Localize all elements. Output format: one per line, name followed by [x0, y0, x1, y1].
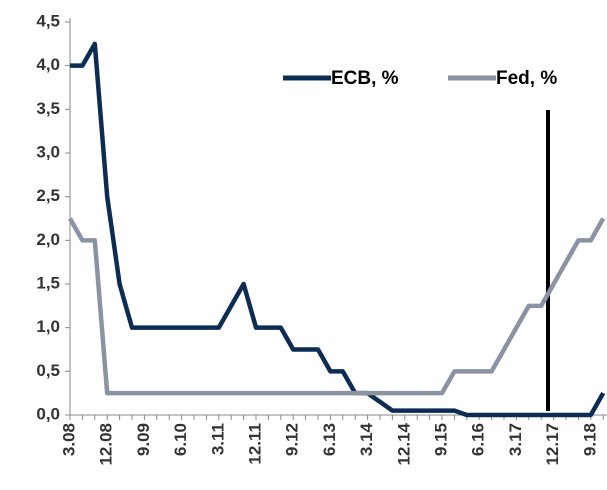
x-tick-label: 6.10: [171, 423, 190, 456]
x-tick-label: 12.14: [394, 422, 413, 465]
y-tick-label: 0,5: [36, 361, 60, 380]
x-tick-label: 12.17: [543, 423, 562, 466]
y-tick-label: 1,5: [36, 273, 60, 292]
series-line: [68, 217, 606, 396]
x-tick-label: 3.17: [506, 423, 525, 456]
y-tick-label: 4,5: [36, 11, 60, 30]
x-tick-label: 12.11: [245, 423, 264, 465]
legend-text: ECB, %: [331, 68, 399, 89]
x-tick-label: 3.08: [59, 423, 78, 456]
y-tick-label: 0,0: [36, 404, 60, 423]
x-tick-label: 9.18: [580, 423, 599, 456]
y-tick-label: 3,0: [36, 142, 60, 161]
y-tick-label: 2,5: [36, 186, 60, 205]
x-tick-label: 6.13: [320, 423, 339, 456]
x-tick-label: 9.09: [134, 423, 153, 456]
y-tick-label: 4,0: [36, 55, 60, 74]
y-tick-label: 3,5: [36, 99, 60, 118]
legend-text: Fed, %: [496, 68, 557, 89]
x-tick-label: 9.15: [431, 423, 450, 456]
series-line: [70, 41, 606, 418]
x-tick-label: 6.16: [469, 423, 488, 456]
x-tick-label: 3.11: [208, 423, 227, 455]
x-tick-label: 3.14: [357, 422, 376, 456]
y-tick-label: 1,0: [36, 317, 60, 336]
x-tick-label: 12.08: [97, 423, 116, 466]
x-tick-label: 9.12: [283, 423, 302, 456]
y-tick-label: 2,0: [36, 230, 60, 249]
